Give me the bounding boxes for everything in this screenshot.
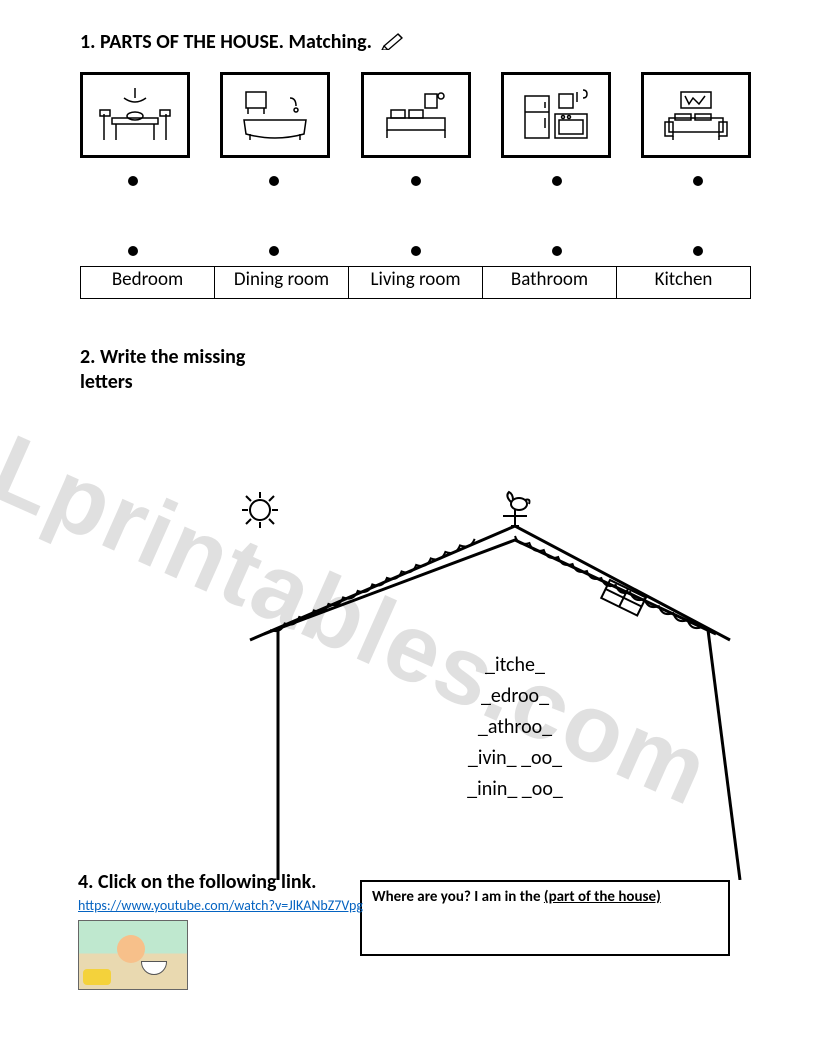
match-dot[interactable]	[411, 176, 421, 186]
section4: 4. Click on the following link. https://…	[78, 870, 438, 990]
label-table: Bedroom Dining room Living room Bathroom…	[80, 266, 751, 299]
match-dot[interactable]	[552, 246, 562, 256]
house-figure: _itche_ _edroo_ _athroo_ _ivin_ _oo_ _in…	[220, 480, 770, 880]
prompt-underlined: (part of the house)	[544, 888, 661, 906]
missing-word[interactable]: _athroo_	[410, 712, 620, 743]
match-dot[interactable]	[269, 246, 279, 256]
bedroom-icon	[361, 72, 471, 158]
bathroom-icon	[220, 72, 330, 158]
picture-row	[80, 72, 751, 158]
label-cell: Dining room	[215, 267, 349, 298]
section1-title-text: 1. PARTS OF THE HOUSE. Matching.	[80, 30, 372, 54]
thumbnail-star-icon	[83, 969, 111, 985]
label-cell: Living room	[349, 267, 483, 298]
match-dot[interactable]	[128, 176, 138, 186]
section4-title: 4. Click on the following link.	[78, 870, 438, 894]
label-cell: Kitchen	[617, 267, 750, 298]
match-dot[interactable]	[411, 246, 421, 256]
missing-letters-list: _itche_ _edroo_ _athroo_ _ivin_ _oo_ _in…	[410, 650, 620, 805]
match-dot[interactable]	[693, 176, 703, 186]
video-thumbnail[interactable]	[78, 920, 188, 990]
section1-title: 1. PARTS OF THE HOUSE. Matching.	[80, 30, 751, 56]
match-dot[interactable]	[552, 176, 562, 186]
living-room-icon	[641, 72, 751, 158]
missing-word[interactable]: _inin_ _oo_	[410, 774, 620, 805]
youtube-link[interactable]: https://www.youtube.com/watch?v=JlKANbZ7…	[78, 897, 363, 914]
label-cell: Bathroom	[483, 267, 617, 298]
dining-room-icon	[80, 72, 190, 158]
section2-title: 2. Write the missing letters	[80, 345, 300, 395]
kitchen-icon	[501, 72, 611, 158]
missing-word[interactable]: _ivin_ _oo_	[410, 743, 620, 774]
missing-word[interactable]: _itche_	[410, 650, 620, 681]
match-dot[interactable]	[128, 246, 138, 256]
match-dot[interactable]	[693, 246, 703, 256]
upper-dot-row	[80, 176, 751, 186]
lower-dot-row	[80, 246, 751, 256]
thumbnail-bowl-icon	[141, 961, 167, 975]
thumbnail-kid-icon	[117, 935, 145, 963]
pencil-icon	[380, 30, 408, 56]
match-dot[interactable]	[269, 176, 279, 186]
missing-word[interactable]: _edroo_	[410, 681, 620, 712]
label-cell: Bedroom	[81, 267, 215, 298]
